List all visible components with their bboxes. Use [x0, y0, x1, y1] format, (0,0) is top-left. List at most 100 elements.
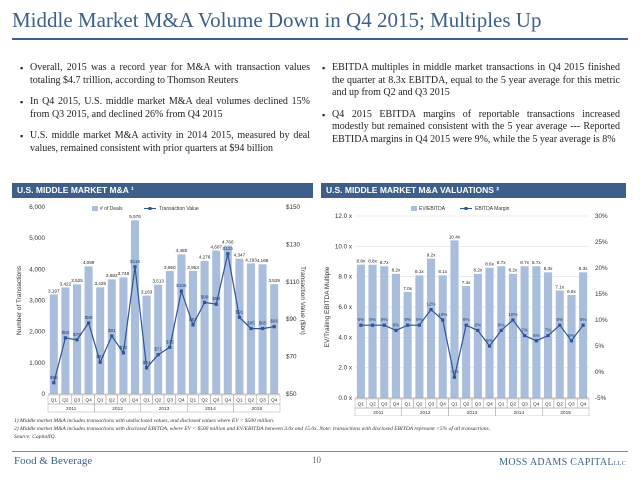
- bar-value-label: 4,276: [199, 255, 211, 260]
- x-tick-label: Q4: [393, 402, 400, 408]
- bar-value-label: 8.7x: [532, 260, 541, 265]
- left-commentary: ▪ Overall, 2015 was a record year for M&A…: [20, 62, 310, 165]
- y-tick-label: 0.0 x: [338, 395, 353, 402]
- x-tick-label: Q4: [271, 398, 278, 404]
- year-group-label: 2012: [420, 410, 431, 416]
- line-value-label: $105: [176, 283, 187, 288]
- bar-value-label: 4,193: [245, 257, 257, 262]
- line-point: [382, 323, 386, 327]
- bar-value-label: 8.3x: [579, 266, 588, 271]
- legend-label: EBITDA Margin: [475, 206, 510, 212]
- line-value-label: $75: [166, 339, 174, 344]
- bullet-text: U.S. middle market M&A activity in 2014 …: [30, 130, 310, 154]
- y-tick-label: 2.0 x: [338, 365, 353, 372]
- bar-value-label: 4,766: [222, 239, 234, 244]
- bar-value-label: 3,682: [106, 273, 118, 278]
- x-tick-label: Q3: [428, 402, 435, 408]
- bullet-text: Q4 2015 EBITDA margins of reportable tra…: [332, 108, 620, 145]
- line-point: [249, 326, 253, 331]
- bullet-item: ▪ Overall, 2015 was a record year for M&A…: [20, 62, 310, 87]
- x-tick-label: Q3: [521, 402, 528, 408]
- y2-tick-label: 15%: [595, 291, 608, 298]
- y-tick-label: 10.0 x: [335, 243, 353, 250]
- line-point: [546, 334, 550, 338]
- year-group-cell: [233, 403, 281, 413]
- line-value-label: 9%: [404, 317, 411, 322]
- legend-swatch-bar: [411, 206, 417, 211]
- line-value-label: $64: [143, 360, 151, 365]
- bar: [391, 273, 401, 399]
- line-value-label: $86: [270, 319, 278, 324]
- bullet-item: ▪ U.S. middle market M&A activity in 2014…: [20, 130, 310, 155]
- brand-name: MOSS ADAMS CAPITAL: [499, 457, 614, 468]
- y2-tick-label: $50: [286, 391, 297, 398]
- line-value-label: 9%: [381, 317, 388, 322]
- line-value-label: $67: [96, 354, 104, 359]
- bar-value-label: 8.8x: [368, 259, 377, 264]
- x-tick-label: Q4: [533, 402, 540, 408]
- footnote-1: 1) Middle market M&A includes transactio…: [14, 418, 275, 424]
- line-value-label: $71: [154, 347, 162, 352]
- line-point: [272, 325, 276, 329]
- bullet-marker: ▪: [322, 109, 326, 120]
- line-point: [145, 366, 149, 370]
- y-tick-label: 4.0 x: [338, 334, 353, 341]
- bar: [508, 273, 518, 399]
- x-tick-label: Q4: [225, 398, 232, 404]
- x-tick-label: Q1: [358, 402, 365, 408]
- x-tick-label: Q4: [486, 402, 493, 408]
- series-line: [53, 253, 275, 383]
- bar-value-label: 8.6x: [485, 262, 494, 267]
- footer-section-label: Food & Beverage: [14, 455, 93, 467]
- bar: [356, 264, 366, 399]
- page-number: 10: [312, 455, 321, 465]
- bar-value-label: 8.2x: [392, 268, 401, 273]
- bar-value-label: 8.2x: [509, 268, 518, 273]
- bar-value-label: 4,485: [176, 248, 188, 253]
- y-tick-label: 6,000: [29, 204, 45, 211]
- bullet-item: ▪ EBITDA multiples in middle market trans…: [322, 62, 620, 100]
- x-tick-label: Q2: [416, 402, 423, 408]
- y-axis-title: EV/Trailing EBITDA Multiple: [324, 266, 331, 347]
- legend-swatch-marker: [148, 207, 152, 210]
- bar-value-label: 3,163: [141, 289, 153, 294]
- bullet-marker: ▪: [20, 97, 24, 108]
- ma-volume-chart: 0 1,000 2,000 3,000 4,000 5,000 6,000 $50 $70 $90…: [16, 204, 306, 413]
- bar-value-label: 8.1x: [438, 269, 447, 274]
- bar-value-label: 8.7x: [497, 260, 506, 265]
- line-point: [523, 334, 527, 338]
- bar: [379, 265, 389, 399]
- x-tick-label: Q4: [440, 402, 447, 408]
- line-value-label: 6%: [533, 333, 540, 338]
- line-point: [168, 345, 172, 349]
- y2-axis-title: Transaction Value ($bn): [299, 266, 306, 335]
- line-value-label: -1%: [450, 369, 458, 374]
- bar: [578, 271, 588, 399]
- line-point: [441, 318, 445, 322]
- year-group-label: 2015: [560, 410, 571, 416]
- line-value-label: $91: [236, 309, 244, 314]
- y2-tick-label: 25%: [595, 239, 608, 246]
- bar: [269, 283, 279, 395]
- bar-value-label: 3,429: [94, 281, 106, 286]
- bar-value-label: 3,525: [71, 278, 83, 283]
- bar-value-label: 3,197: [48, 288, 60, 293]
- x-tick-label: Q1: [51, 398, 58, 404]
- line-value-label: $80: [62, 330, 70, 335]
- y2-tick-label: $130: [286, 241, 301, 248]
- line-point: [156, 353, 160, 357]
- bar: [414, 275, 424, 399]
- y2-tick-label: 5%: [595, 343, 605, 350]
- bar-value-label: 3,529: [268, 278, 280, 283]
- y2-tick-label: $110: [286, 279, 300, 286]
- legend-swatch-bar: [92, 206, 98, 211]
- year-group-cell: [541, 407, 590, 416]
- bar-value-label: 7.4x: [462, 280, 471, 285]
- line-point: [429, 308, 433, 312]
- line-point: [75, 338, 79, 342]
- y2-tick-label: 0%: [595, 369, 605, 376]
- line-value-label: 8%: [498, 322, 505, 327]
- line-point: [214, 302, 218, 306]
- bullet-item: ▪ Q4 2015 EBITDA margins of reportable tr…: [322, 109, 620, 147]
- bar-value-label: 9.2x: [427, 252, 436, 257]
